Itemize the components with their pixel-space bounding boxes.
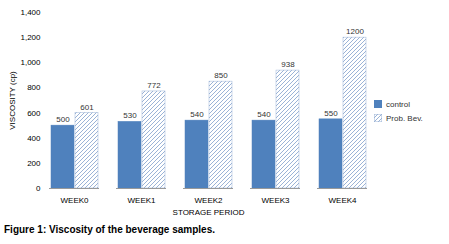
svg-text:WEEK4: WEEK4 bbox=[328, 196, 357, 205]
svg-text:530: 530 bbox=[123, 111, 137, 120]
svg-text:600: 600 bbox=[27, 109, 41, 118]
svg-text:STORAGE PERIOD: STORAGE PERIOD bbox=[173, 208, 245, 217]
html-text:Figure 1: Viscosity of the bev: Figure 1: Viscosity of the beverage samp… bbox=[4, 224, 215, 235]
svg-text:1,200: 1,200 bbox=[20, 33, 41, 42]
html-text:Prob. Bev.: Prob. Bev. bbox=[386, 113, 423, 123]
svg-text:0: 0 bbox=[36, 184, 41, 193]
svg-text:WEEK3: WEEK3 bbox=[261, 196, 290, 205]
svg-text:1200: 1200 bbox=[346, 27, 364, 36]
svg-text:800: 800 bbox=[27, 83, 41, 92]
html-text:control: control bbox=[386, 99, 410, 109]
svg-text:540: 540 bbox=[257, 110, 271, 119]
svg-text:WEEK0: WEEK0 bbox=[60, 196, 89, 205]
svg-text:540: 540 bbox=[190, 110, 204, 119]
svg-text:1,400: 1,400 bbox=[20, 8, 41, 17]
svg-text:200: 200 bbox=[27, 159, 41, 168]
svg-text:938: 938 bbox=[281, 60, 295, 69]
svg-text:1,000: 1,000 bbox=[20, 58, 41, 67]
svg-text:550: 550 bbox=[324, 109, 338, 118]
svg-text:VISCOSITY (cp): VISCOSITY (cp) bbox=[8, 71, 17, 130]
svg-text:850: 850 bbox=[214, 71, 228, 80]
svg-text:500: 500 bbox=[56, 115, 70, 124]
svg-text:WEEK1: WEEK1 bbox=[127, 196, 156, 205]
svg-text:400: 400 bbox=[27, 134, 41, 143]
svg-text:WEEK2: WEEK2 bbox=[194, 196, 223, 205]
svg-text:772: 772 bbox=[147, 81, 161, 90]
svg-text:601: 601 bbox=[80, 103, 94, 112]
